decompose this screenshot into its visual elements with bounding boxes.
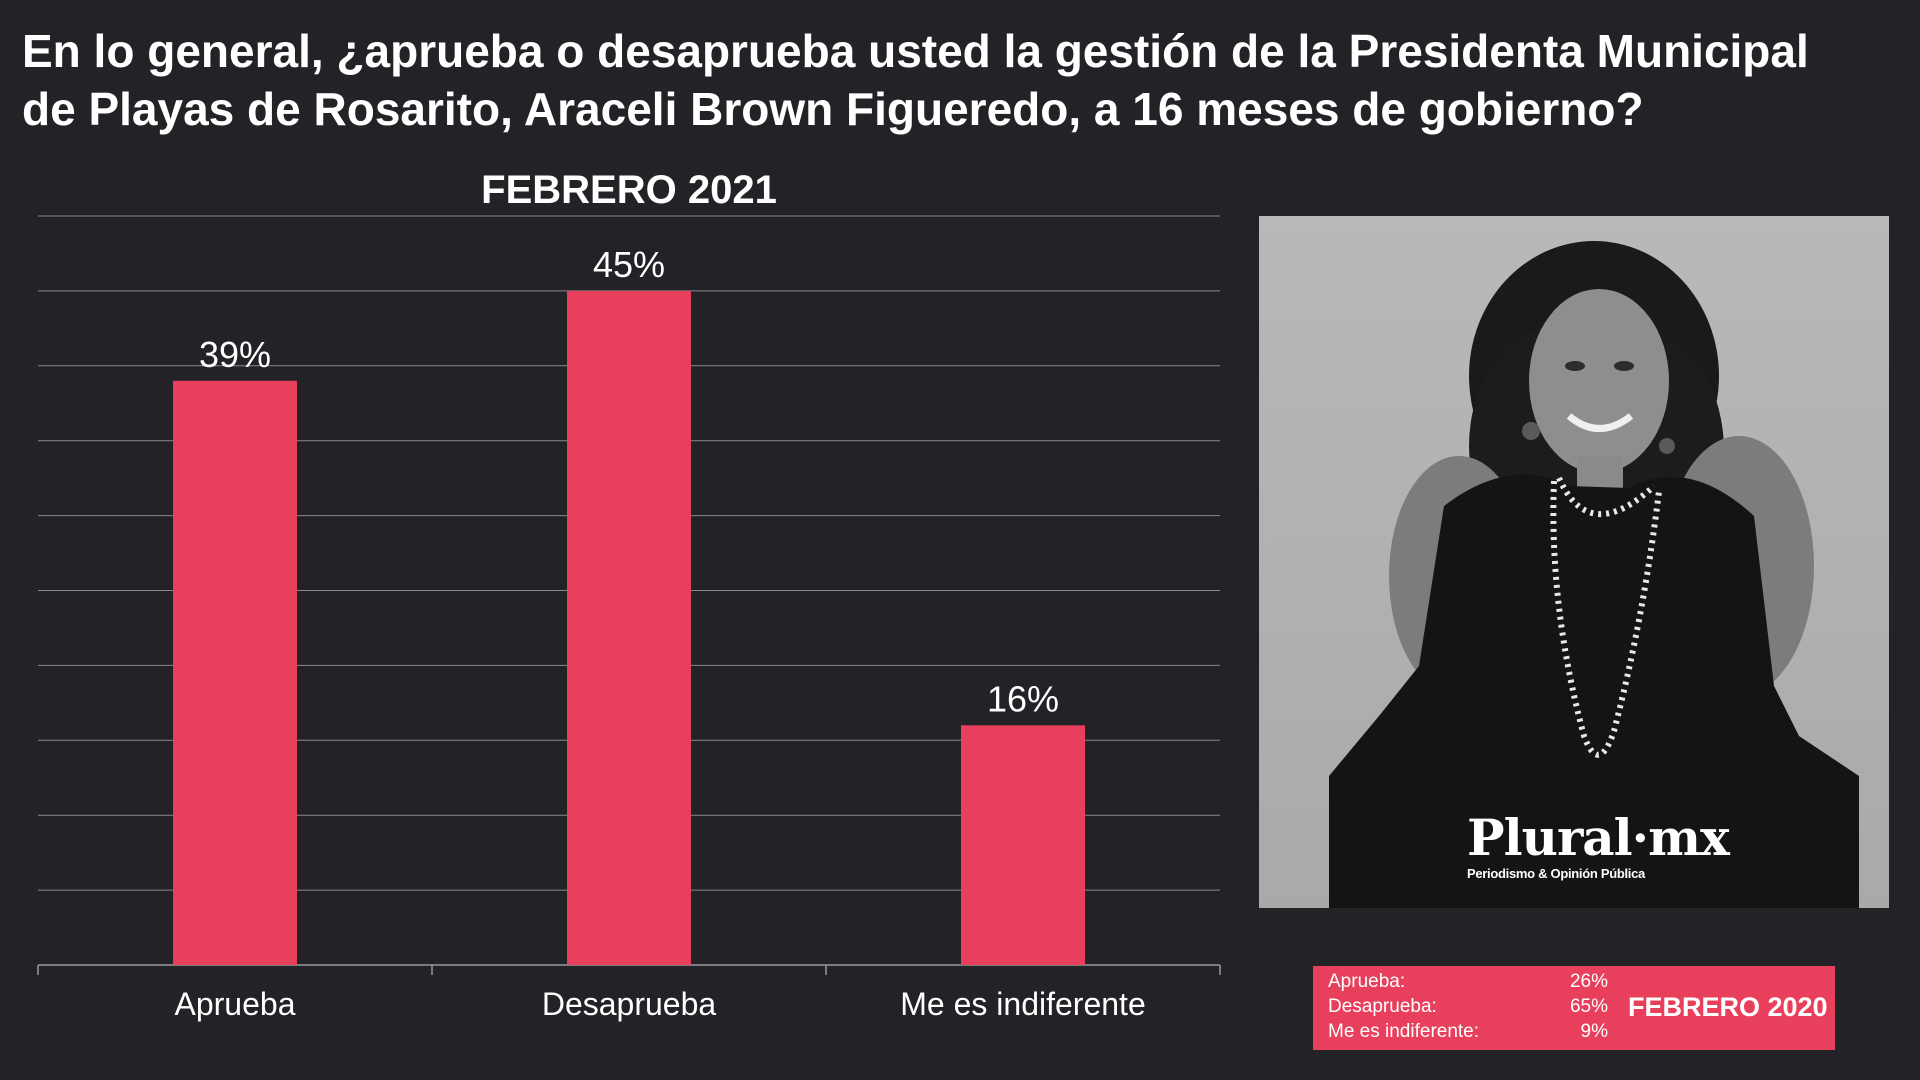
bar-aprueba — [173, 380, 297, 965]
headline: En lo general, ¿aprueba o desaprueba ust… — [22, 22, 1902, 138]
headline-line-2: de Playas de Rosarito, Araceli Brown Fig… — [22, 83, 1644, 135]
data-label: 16% — [987, 678, 1059, 719]
previous-date: FEBRERO 2020 — [1628, 992, 1828, 1022]
previous-results-box: Aprueba: 26% Desaprueba: 65% Me es indif… — [1313, 966, 1835, 1050]
plural-logo: Plural·mx Periodismo & Opinión Pública — [1467, 808, 1730, 882]
bar-chart: 39% Aprueba 45% Desaprueba 16% Me es indifere… — [37, 215, 1221, 1022]
category-label: Desaprueba — [542, 986, 717, 1022]
category-label: Aprueba — [175, 986, 296, 1022]
previous-row-aprueba: Aprueba: 26% — [1328, 970, 1608, 994]
headline-line-1: En lo general, ¿aprueba o desaprueba ust… — [22, 25, 1809, 77]
portrait-photo: Plural·mx Periodismo & Opinión Pública — [1259, 216, 1889, 908]
data-label: 45% — [593, 244, 665, 285]
previous-label: Me es indiferente: — [1328, 1021, 1480, 1042]
bar-me-es-indiferente — [961, 725, 1085, 965]
bar-desaprueba — [567, 290, 691, 965]
previous-row-desaprueba: Desaprueba: 65% — [1328, 995, 1608, 1019]
previous-value: 9% — [1580, 1021, 1608, 1042]
logo-wordmark: Plural·mx — [1467, 808, 1730, 867]
previous-row-indiferente: Me es indiferente: 9% — [1328, 1020, 1608, 1044]
previous-label: Desaprueba: — [1328, 996, 1437, 1017]
data-label: 39% — [199, 334, 271, 375]
previous-value: 26% — [1569, 971, 1608, 992]
logo-tagline: Periodismo & Opinión Pública — [1467, 866, 1645, 881]
previous-label: Aprueba: — [1328, 971, 1406, 992]
category-label: Me es indiferente — [900, 986, 1145, 1022]
chart-title: FEBRERO 2021 — [481, 168, 777, 212]
previous-value: 65% — [1569, 996, 1608, 1017]
portrait-illustration — [1329, 241, 1859, 908]
